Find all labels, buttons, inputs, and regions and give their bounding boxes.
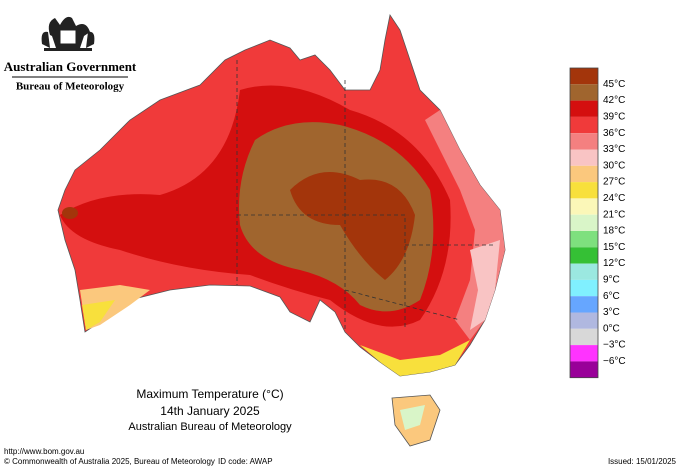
legend-swatch bbox=[570, 247, 598, 264]
legend: 45°C 42°C 39°C 36°C 33°C 30°C 27°C 24°C 21°C 18°C… bbox=[569, 67, 626, 379]
legend-label: 24°C bbox=[603, 193, 625, 204]
agency-name: Australian Government bbox=[4, 59, 137, 74]
legend-label: 45°C bbox=[603, 79, 625, 90]
legend-swatch bbox=[570, 100, 598, 117]
legend-label: 15°C bbox=[603, 242, 625, 253]
legend-swatch bbox=[570, 68, 598, 85]
legend-swatch bbox=[570, 149, 598, 166]
legend-swatch bbox=[570, 198, 598, 215]
legend-swatch bbox=[570, 231, 598, 248]
legend-swatch bbox=[570, 214, 598, 231]
bureau-name: Bureau of Meteorology bbox=[16, 81, 125, 93]
legend-label: 27°C bbox=[603, 177, 625, 188]
footer-id: ID code: AWAP bbox=[218, 457, 273, 466]
legend-label: −6°C bbox=[603, 356, 626, 367]
legend-swatch bbox=[570, 263, 598, 280]
legend-swatch bbox=[570, 361, 598, 378]
legend-swatch bbox=[570, 279, 598, 297]
legend-swatch bbox=[570, 312, 598, 329]
legend-swatch bbox=[570, 116, 598, 134]
legend-swatch bbox=[570, 133, 598, 150]
legend-swatch bbox=[570, 345, 598, 362]
legend-label: 0°C bbox=[603, 323, 620, 334]
legend-label: −3°C bbox=[603, 340, 626, 351]
footer-issued: Issued: 15/01/2025 bbox=[608, 457, 677, 466]
footer-url: http://www.bom.gov.au bbox=[4, 447, 84, 456]
map-date: 14th January 2025 bbox=[160, 404, 260, 418]
legend-label: 39°C bbox=[603, 112, 625, 123]
legend-label: 36°C bbox=[603, 128, 625, 139]
legend-label: 12°C bbox=[603, 258, 625, 269]
legend-swatch bbox=[570, 165, 598, 183]
legend-label: 6°C bbox=[603, 291, 620, 302]
legend-label: 21°C bbox=[603, 209, 625, 220]
crest bbox=[41, 16, 95, 51]
legend-swatch bbox=[570, 182, 598, 199]
legend-label: 9°C bbox=[603, 275, 620, 286]
map-title: Maximum Temperature (°C) bbox=[136, 387, 283, 401]
footer-copyright: © Commonwealth of Australia 2025, Bureau… bbox=[4, 457, 215, 466]
legend-label: 3°C bbox=[603, 307, 620, 318]
legend-label: 33°C bbox=[603, 144, 625, 155]
legend-label: 30°C bbox=[603, 160, 625, 171]
legend-swatch bbox=[570, 328, 598, 346]
legend-label: 42°C bbox=[603, 95, 625, 106]
legend-swatch bbox=[570, 84, 598, 101]
map-source: Australian Bureau of Meteorology bbox=[128, 421, 292, 433]
legend-swatch bbox=[570, 296, 598, 313]
legend-label: 18°C bbox=[603, 226, 625, 237]
temperature-map bbox=[57, 13, 506, 447]
legend-frame bbox=[569, 67, 599, 379]
